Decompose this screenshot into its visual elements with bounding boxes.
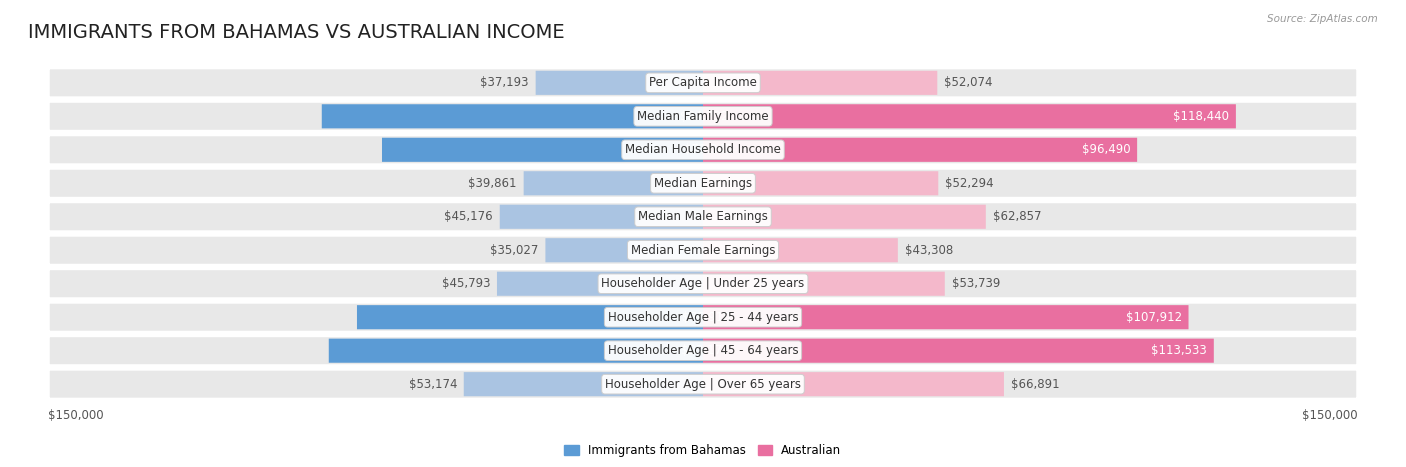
Text: $45,793: $45,793 [441,277,491,290]
FancyBboxPatch shape [703,238,898,262]
Text: $39,861: $39,861 [468,177,517,190]
Text: Householder Age | 25 - 44 years: Householder Age | 25 - 44 years [607,311,799,324]
Text: $52,294: $52,294 [945,177,994,190]
FancyBboxPatch shape [499,205,703,229]
Legend: Immigrants from Bahamas, Australian: Immigrants from Bahamas, Australian [560,439,846,462]
Text: $66,891: $66,891 [1011,378,1059,391]
Text: $150,000: $150,000 [48,409,104,422]
FancyBboxPatch shape [48,269,1358,298]
FancyBboxPatch shape [48,369,1358,399]
FancyBboxPatch shape [496,272,703,296]
Text: Householder Age | 45 - 64 years: Householder Age | 45 - 64 years [607,344,799,357]
Text: $96,490: $96,490 [1081,143,1130,156]
FancyBboxPatch shape [536,71,703,95]
Text: $76,910: $76,910 [682,311,731,324]
Text: Householder Age | Over 65 years: Householder Age | Over 65 years [605,378,801,391]
Text: Median Earnings: Median Earnings [654,177,752,190]
FancyBboxPatch shape [48,101,1358,131]
FancyBboxPatch shape [48,202,1358,232]
FancyBboxPatch shape [523,171,703,195]
Text: $45,176: $45,176 [444,210,494,223]
Text: $84,732: $84,732 [681,110,728,123]
FancyBboxPatch shape [703,71,938,95]
FancyBboxPatch shape [329,339,703,363]
Text: $53,174: $53,174 [409,378,457,391]
Text: Householder Age | Under 25 years: Householder Age | Under 25 years [602,277,804,290]
Text: $35,027: $35,027 [491,244,538,257]
FancyBboxPatch shape [703,272,945,296]
FancyBboxPatch shape [48,302,1358,332]
FancyBboxPatch shape [48,336,1358,366]
Text: Median Family Income: Median Family Income [637,110,769,123]
Text: Per Capita Income: Per Capita Income [650,76,756,89]
FancyBboxPatch shape [48,135,1358,165]
FancyBboxPatch shape [464,372,703,396]
FancyBboxPatch shape [703,104,1236,128]
Text: $52,074: $52,074 [943,76,993,89]
Text: Median Household Income: Median Household Income [626,143,780,156]
FancyBboxPatch shape [703,138,1137,162]
Text: Median Female Earnings: Median Female Earnings [631,244,775,257]
FancyBboxPatch shape [703,205,986,229]
Text: $71,349: $71,349 [683,143,733,156]
FancyBboxPatch shape [546,238,703,262]
Text: $107,912: $107,912 [1126,311,1182,324]
Text: $113,533: $113,533 [1152,344,1208,357]
Text: Source: ZipAtlas.com: Source: ZipAtlas.com [1267,14,1378,24]
FancyBboxPatch shape [703,372,1004,396]
Text: $150,000: $150,000 [1302,409,1358,422]
Text: $62,857: $62,857 [993,210,1040,223]
FancyBboxPatch shape [703,305,1188,329]
Text: $37,193: $37,193 [481,76,529,89]
Text: $43,308: $43,308 [904,244,953,257]
FancyBboxPatch shape [322,104,703,128]
FancyBboxPatch shape [48,68,1358,98]
FancyBboxPatch shape [48,235,1358,265]
Text: $83,177: $83,177 [681,344,730,357]
Text: Median Male Earnings: Median Male Earnings [638,210,768,223]
FancyBboxPatch shape [703,339,1213,363]
FancyBboxPatch shape [382,138,703,162]
Text: $118,440: $118,440 [1173,110,1229,123]
Text: IMMIGRANTS FROM BAHAMAS VS AUSTRALIAN INCOME: IMMIGRANTS FROM BAHAMAS VS AUSTRALIAN IN… [28,23,565,42]
FancyBboxPatch shape [48,169,1358,198]
FancyBboxPatch shape [703,171,938,195]
Text: $53,739: $53,739 [952,277,1000,290]
FancyBboxPatch shape [357,305,703,329]
